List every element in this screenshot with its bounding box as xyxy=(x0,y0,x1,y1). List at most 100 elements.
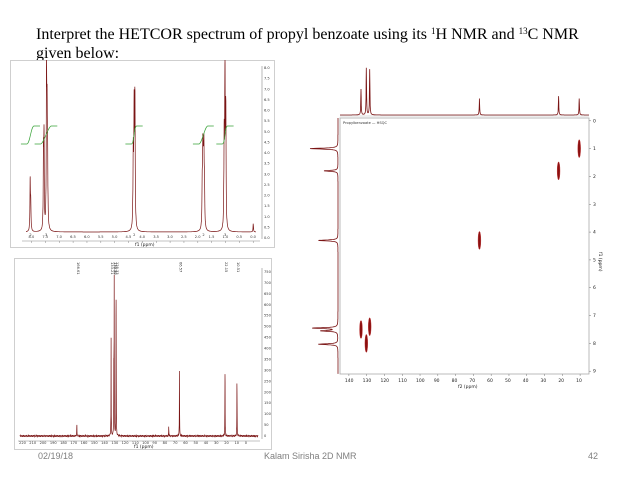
c13-x-tick-label: 170 xyxy=(70,441,78,445)
h1-integral-value: 2 xyxy=(29,233,31,237)
c13-y-tick-label: 700 xyxy=(264,281,272,285)
h1-x-tick-label: 6.5 xyxy=(70,235,76,239)
h1-integral-value: 2 xyxy=(202,233,204,237)
footer-date: 02/19/18 xyxy=(38,451,74,461)
c13-y-tick-label: 350 xyxy=(264,357,272,361)
title-line-2: given below: xyxy=(36,45,120,62)
h1-x-tick-label: 7.5 xyxy=(42,235,48,239)
c13-peak-label: 130.52 xyxy=(113,262,117,275)
hetcor-y-tick-label: 8 xyxy=(593,341,596,347)
h1-x-tick-label: 7.0 xyxy=(56,235,62,239)
h1-nmr-plot: 8.0 7.5 7.0 6.5 6.0 5.5 5.0 4.5 4.0 3.5 3.0 2.5 2.0 1… xyxy=(10,60,275,248)
h1-integral-value: 3 xyxy=(224,233,226,237)
h1-x-tick-label: 2.5 xyxy=(181,235,187,239)
hetcor-cross-peak xyxy=(364,334,368,353)
c13-x-tick-label: 140 xyxy=(101,441,109,445)
c13-y-tick-label: 200 xyxy=(264,390,272,394)
h1-y-tick-label: 3.0 xyxy=(264,172,270,176)
h1-y-tick-label: 7.5 xyxy=(264,77,270,81)
c13-x-tick-label: 60 xyxy=(183,441,188,445)
c13-y-tick-label: 750 xyxy=(264,270,272,274)
hetcor-x-tick-label: 80 xyxy=(452,378,458,384)
c13-y-tick-label: 50 xyxy=(264,423,269,427)
c13-peak-label: 22.15 xyxy=(224,262,228,272)
hetcor-x-axis-label: f2 (ppm) xyxy=(458,384,478,390)
c13-x-tick-label: 130 xyxy=(111,441,119,445)
h1-x-tick-label: 0.5 xyxy=(236,235,242,239)
c13-y-tick-label: 450 xyxy=(264,336,272,340)
h1-x-tick-label: 4.5 xyxy=(126,235,132,239)
hetcor-y-tick-label: 2 xyxy=(593,174,596,180)
hetcor-y-tick-label: 6 xyxy=(593,285,596,291)
c13-peak-label: 66.57 xyxy=(178,262,182,272)
h1-x-tick-label: 3.0 xyxy=(167,235,173,239)
h1-y-tick-label: 2.5 xyxy=(264,183,270,187)
c13-x-tick-label: 210 xyxy=(29,441,37,445)
h1-x-tick-label: 1.5 xyxy=(209,235,215,239)
c13-x-tick-label: 100 xyxy=(142,441,150,445)
hetcor-spectrum: Propylbenzoate — HSQC 140 130 120 110 100 90 8… xyxy=(308,66,606,390)
h1-x-tick-label: 3.5 xyxy=(153,235,159,239)
hetcor-y-tick-label: 0 xyxy=(593,118,596,124)
h1-x-tick-label: 4.0 xyxy=(139,235,145,239)
c13-peak-label: 130.20 xyxy=(113,262,117,275)
h1-y-tick-label: 6.0 xyxy=(264,109,270,113)
hetcor-x-tick-label: 10 xyxy=(576,378,582,384)
h1-x-tick-label: 6.0 xyxy=(84,235,90,239)
hetcor-x-tick-label: 90 xyxy=(434,378,440,384)
h1-nmr-spectrum: 8.0 7.5 7.0 6.5 6.0 5.5 5.0 4.5 4.0 3.5 3.0 2.5 2.0 1… xyxy=(10,60,275,248)
c13-x-tick-label: 180 xyxy=(60,441,68,445)
c13-y-tick-label: 550 xyxy=(264,314,272,318)
title-text-2: H NMR and xyxy=(435,26,519,43)
h1-x-axis-label: f1 (ppm) xyxy=(135,242,155,248)
title-sup-1: 1 xyxy=(431,26,436,36)
hetcor-x-tick-label: 140 xyxy=(345,378,354,384)
title-text-3: C NMR xyxy=(527,26,579,43)
hetcor-x-tick-label: 40 xyxy=(523,378,529,384)
h1-x-tick-label: 5.0 xyxy=(112,235,118,239)
footer-page-number: 42 xyxy=(588,451,599,461)
c13-x-tick-label: 220 xyxy=(19,441,27,445)
hetcor-x-tick-label: 120 xyxy=(380,378,389,384)
h1-y-tick-label: 1.0 xyxy=(264,215,270,219)
hetcor-panel-title: Propylbenzoate — HSQC xyxy=(343,121,387,125)
c13-nmr-spectrum: 166.61 133.21 130.52 130.20 128.33 66.57 22.15… xyxy=(14,258,272,450)
slide-title: Interpret the HETCOR spectrum of propyl … xyxy=(36,22,616,63)
c13-peak-label: 133.21 xyxy=(110,262,114,275)
title-sup-2: 13 xyxy=(518,26,528,36)
c13-x-axis-label: f1 (ppm) xyxy=(134,444,154,450)
c13-x-tick-label: 90 xyxy=(152,441,157,445)
c13-y-tick-label: 650 xyxy=(264,292,272,296)
h1-y-tick-label: 4.5 xyxy=(264,140,270,144)
c13-y-tick-label: 600 xyxy=(264,303,272,307)
c13-y-tick-label: 100 xyxy=(264,412,272,416)
c13-y-tick-label: 150 xyxy=(264,401,272,405)
c13-x-tick-label: 110 xyxy=(132,441,140,445)
h1-y-tick-label: 3.5 xyxy=(264,162,270,166)
hetcor-y-tick-label: 5 xyxy=(593,257,596,263)
hetcor-y-tick-label: 9 xyxy=(593,369,596,375)
hetcor-cross-peak xyxy=(368,317,372,336)
hetcor-x-tick-label: 50 xyxy=(505,378,511,384)
h1-x-tick-label: 1.0 xyxy=(223,235,229,239)
hetcor-y-tick-label: 7 xyxy=(593,313,596,319)
h1-y-tick-label: 0.0 xyxy=(264,236,270,240)
c13-y-tick-label: 300 xyxy=(264,368,272,372)
c13-x-tick-label: 50 xyxy=(193,441,198,445)
c13-x-tick-label: 10 xyxy=(234,441,239,445)
h1-y-tick-label: 4.0 xyxy=(264,151,270,155)
c13-peak-label: 128.33 xyxy=(115,262,119,275)
h1-x-tick-label: 0.0 xyxy=(250,235,256,239)
c13-x-tick-label: 200 xyxy=(40,441,48,445)
h1-y-tick-label: 0.5 xyxy=(264,225,270,229)
h1-x-tick-label: 5.5 xyxy=(98,235,104,239)
footer-author: Kalam Sirisha 2D NMR xyxy=(264,451,357,461)
c13-x-tick-label: 190 xyxy=(50,441,58,445)
hetcor-plot: Propylbenzoate — HSQC 140 130 120 110 100 90 8… xyxy=(308,66,606,390)
hetcor-x-tick-label: 60 xyxy=(487,378,493,384)
c13-x-tick-label: 160 xyxy=(81,441,89,445)
h1-y-tick-label: 6.5 xyxy=(264,98,270,102)
h1-y-tick-label: 7.0 xyxy=(264,87,270,91)
hetcor-y-tick-label: 3 xyxy=(593,202,596,208)
